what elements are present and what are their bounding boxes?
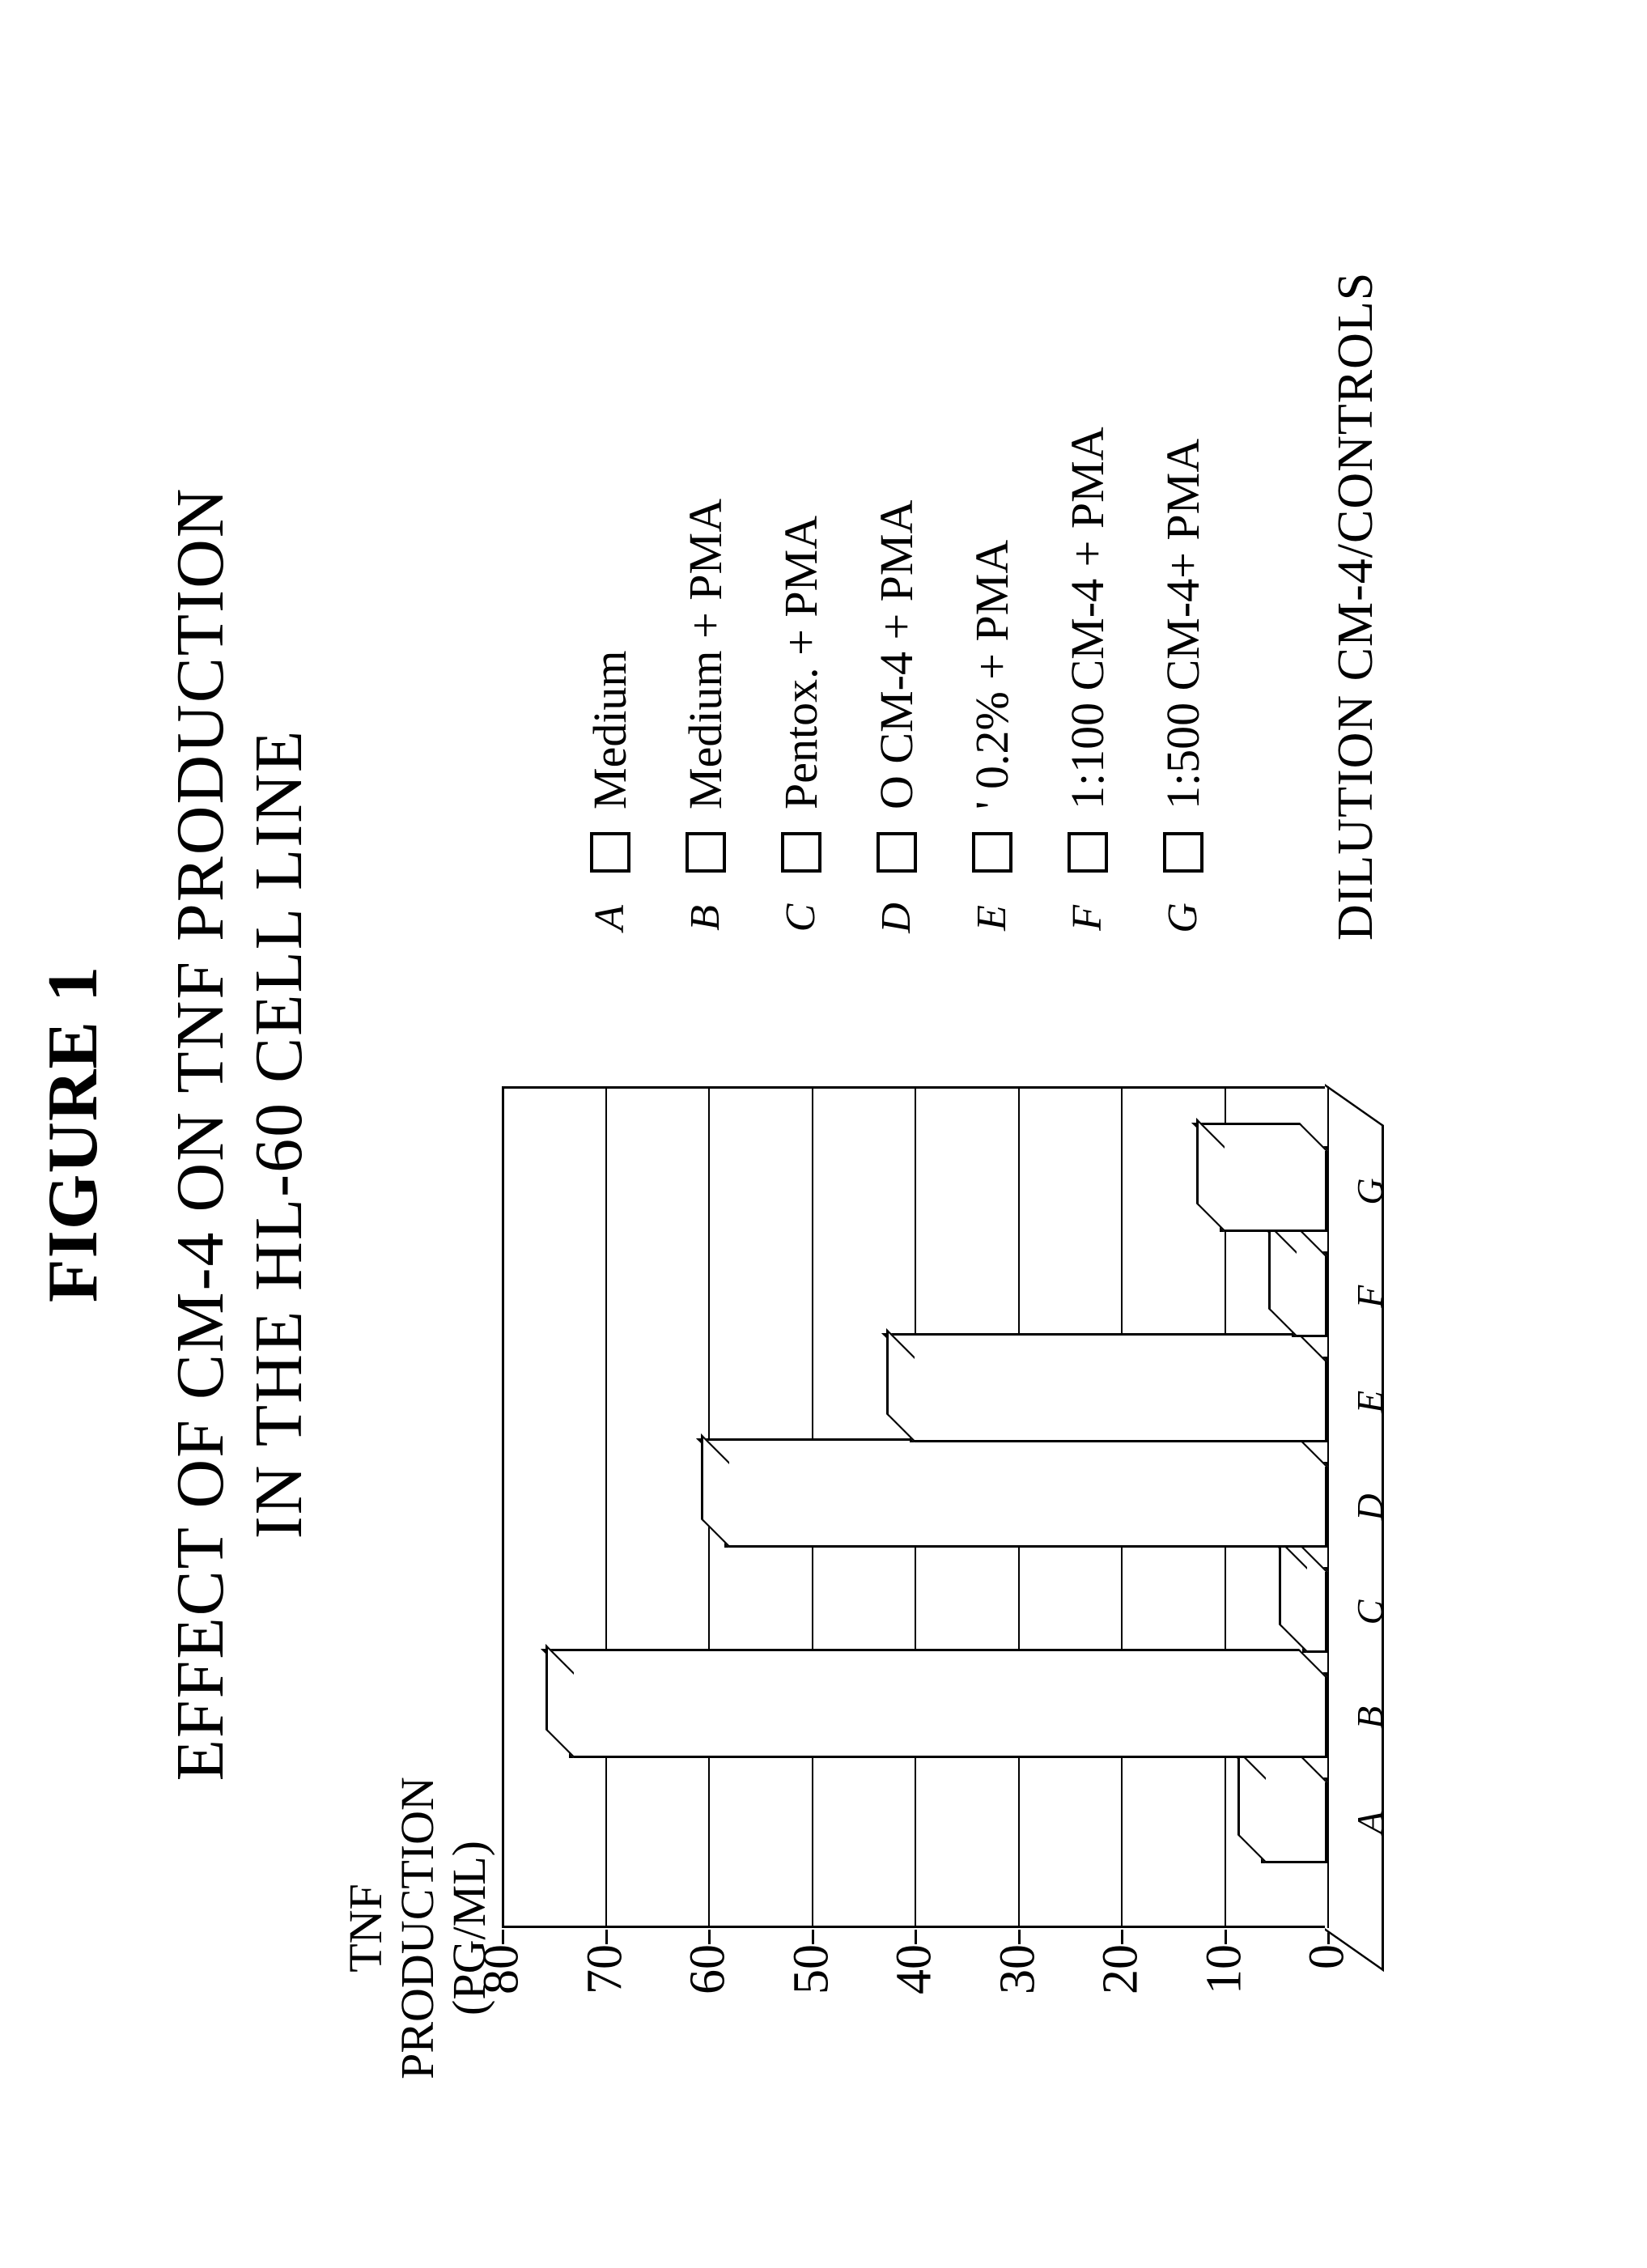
chart-title: EFFECT OF CM-4 ON TNF PRODUCTION IN THE … bbox=[162, 0, 318, 2268]
legend-letter: F bbox=[1063, 895, 1111, 941]
legend-label: Medium bbox=[583, 650, 637, 809]
bar-D: D bbox=[729, 1467, 1328, 1548]
legend-caption: DILUTION CM-4/CONTROLS bbox=[1327, 272, 1385, 941]
y-tick-label: 30 bbox=[989, 1944, 1046, 2041]
bar-category-label: D bbox=[1348, 1493, 1391, 1520]
bar-C: C bbox=[1307, 1572, 1328, 1653]
y-tick-mark bbox=[502, 1930, 504, 1944]
y-axis-title-line: (PG/ML) bbox=[444, 1718, 495, 2138]
y-tick-mark bbox=[915, 1930, 917, 1944]
y-tick-label: 40 bbox=[886, 1944, 944, 2041]
y-tick-mark bbox=[812, 1930, 814, 1944]
bar-front bbox=[1220, 1146, 1328, 1232]
bar-side bbox=[881, 1333, 1327, 1361]
bar-category-label: C bbox=[1348, 1600, 1391, 1625]
bar-category-label: F bbox=[1348, 1285, 1391, 1308]
legend-swatch bbox=[590, 832, 630, 873]
chart-title-line-2: IN THE HL-60 CELL LINE bbox=[240, 0, 319, 2268]
gridline bbox=[605, 1086, 607, 1928]
bar-front bbox=[724, 1462, 1328, 1548]
bar-A: A bbox=[1266, 1782, 1328, 1863]
y-tick-mark bbox=[1225, 1930, 1227, 1944]
bar-F: F bbox=[1297, 1256, 1327, 1337]
bar-chart: ABCDEFG bbox=[502, 1086, 1327, 1928]
chart-floor bbox=[1325, 1084, 1384, 1972]
bar-category-label: B bbox=[1348, 1706, 1391, 1729]
y-axis-title-line: TNF bbox=[340, 1718, 392, 2138]
bar-B: B bbox=[574, 1677, 1327, 1758]
legend-swatch bbox=[877, 832, 917, 873]
legend-label: 1:100 CM-4 + PMA bbox=[1060, 427, 1114, 809]
legend-item-A: A Medium bbox=[583, 650, 637, 941]
figure-label: FIGURE 1 bbox=[32, 0, 114, 2268]
gridline bbox=[502, 1086, 503, 1928]
bar-front bbox=[1292, 1251, 1327, 1337]
y-tick-label: 10 bbox=[1195, 1944, 1253, 2041]
legend-letter: A bbox=[586, 895, 634, 941]
legend-letter: D bbox=[872, 895, 920, 941]
legend: A Medium B Medium + PMA C Pentox. + PMA D O CM-… bbox=[583, 50, 1251, 941]
gridline bbox=[1327, 1086, 1329, 1928]
legend-letter: G bbox=[1159, 895, 1207, 941]
legend-swatch bbox=[972, 832, 1012, 873]
y-tick-mark bbox=[1121, 1930, 1123, 1944]
bar-category-label: A bbox=[1348, 1811, 1391, 1834]
legend-swatch bbox=[686, 832, 726, 873]
y-tick-label: 20 bbox=[1093, 1944, 1150, 2041]
bar-category-label: E bbox=[1348, 1391, 1391, 1413]
y-axis-ticks: 80706050403020100 bbox=[502, 1944, 1327, 2058]
chart-title-line-1: EFFECT OF CM-4 ON TNF PRODUCTION bbox=[162, 0, 240, 2268]
y-tick-label: 50 bbox=[783, 1944, 840, 2041]
legend-swatch bbox=[1163, 832, 1203, 873]
legend-label: O CM-4 + PMA bbox=[869, 500, 923, 809]
legend-item-B: B Medium + PMA bbox=[678, 499, 732, 941]
y-tick-label: 0 bbox=[1299, 1944, 1356, 2041]
legend-label: Pentox. + PMA bbox=[774, 516, 828, 809]
legend-label: Medium + PMA bbox=[678, 499, 732, 809]
y-tick-label: 80 bbox=[473, 1944, 531, 2041]
legend-letter: B bbox=[681, 895, 729, 941]
bar-G: G bbox=[1225, 1151, 1328, 1232]
bar-side bbox=[541, 1649, 1327, 1677]
bar-front bbox=[910, 1357, 1327, 1442]
legend-swatch bbox=[1068, 832, 1108, 873]
bar-E: E bbox=[915, 1361, 1327, 1442]
y-axis-title: TNF PRODUCTION (PG/ML) bbox=[340, 1718, 495, 2138]
rotated-stage: FIGURE 1 EFFECT OF CM-4 ON TNF PRODUCTIO… bbox=[0, 0, 1647, 2268]
y-axis-title-line: PRODUCTION bbox=[392, 1718, 444, 2138]
bar-front bbox=[569, 1672, 1327, 1758]
y-tick-label: 70 bbox=[576, 1944, 634, 2041]
y-tick-mark bbox=[1018, 1930, 1021, 1944]
y-tick-label: 60 bbox=[680, 1944, 737, 2041]
bar-side bbox=[696, 1438, 1328, 1467]
legend-item-F: F 1:100 CM-4 + PMA bbox=[1060, 427, 1114, 941]
legend-letter: C bbox=[777, 895, 825, 941]
legend-item-D: D O CM-4 + PMA bbox=[869, 500, 923, 941]
legend-swatch bbox=[781, 832, 821, 873]
bar-category-label: G bbox=[1348, 1178, 1391, 1204]
legend-item-E: E ' 0.2% + PMA bbox=[965, 540, 1019, 941]
legend-letter: E bbox=[968, 895, 1016, 941]
legend-item-G: G 1:500 CM-4+ PMA bbox=[1156, 439, 1210, 941]
legend-label: ' 0.2% + PMA bbox=[965, 540, 1019, 809]
y-tick-mark bbox=[708, 1930, 711, 1944]
bar-front bbox=[1261, 1777, 1328, 1863]
legend-label: 1:500 CM-4+ PMA bbox=[1156, 439, 1210, 809]
legend-item-C: C Pentox. + PMA bbox=[774, 516, 828, 941]
y-tick-mark bbox=[605, 1930, 608, 1944]
